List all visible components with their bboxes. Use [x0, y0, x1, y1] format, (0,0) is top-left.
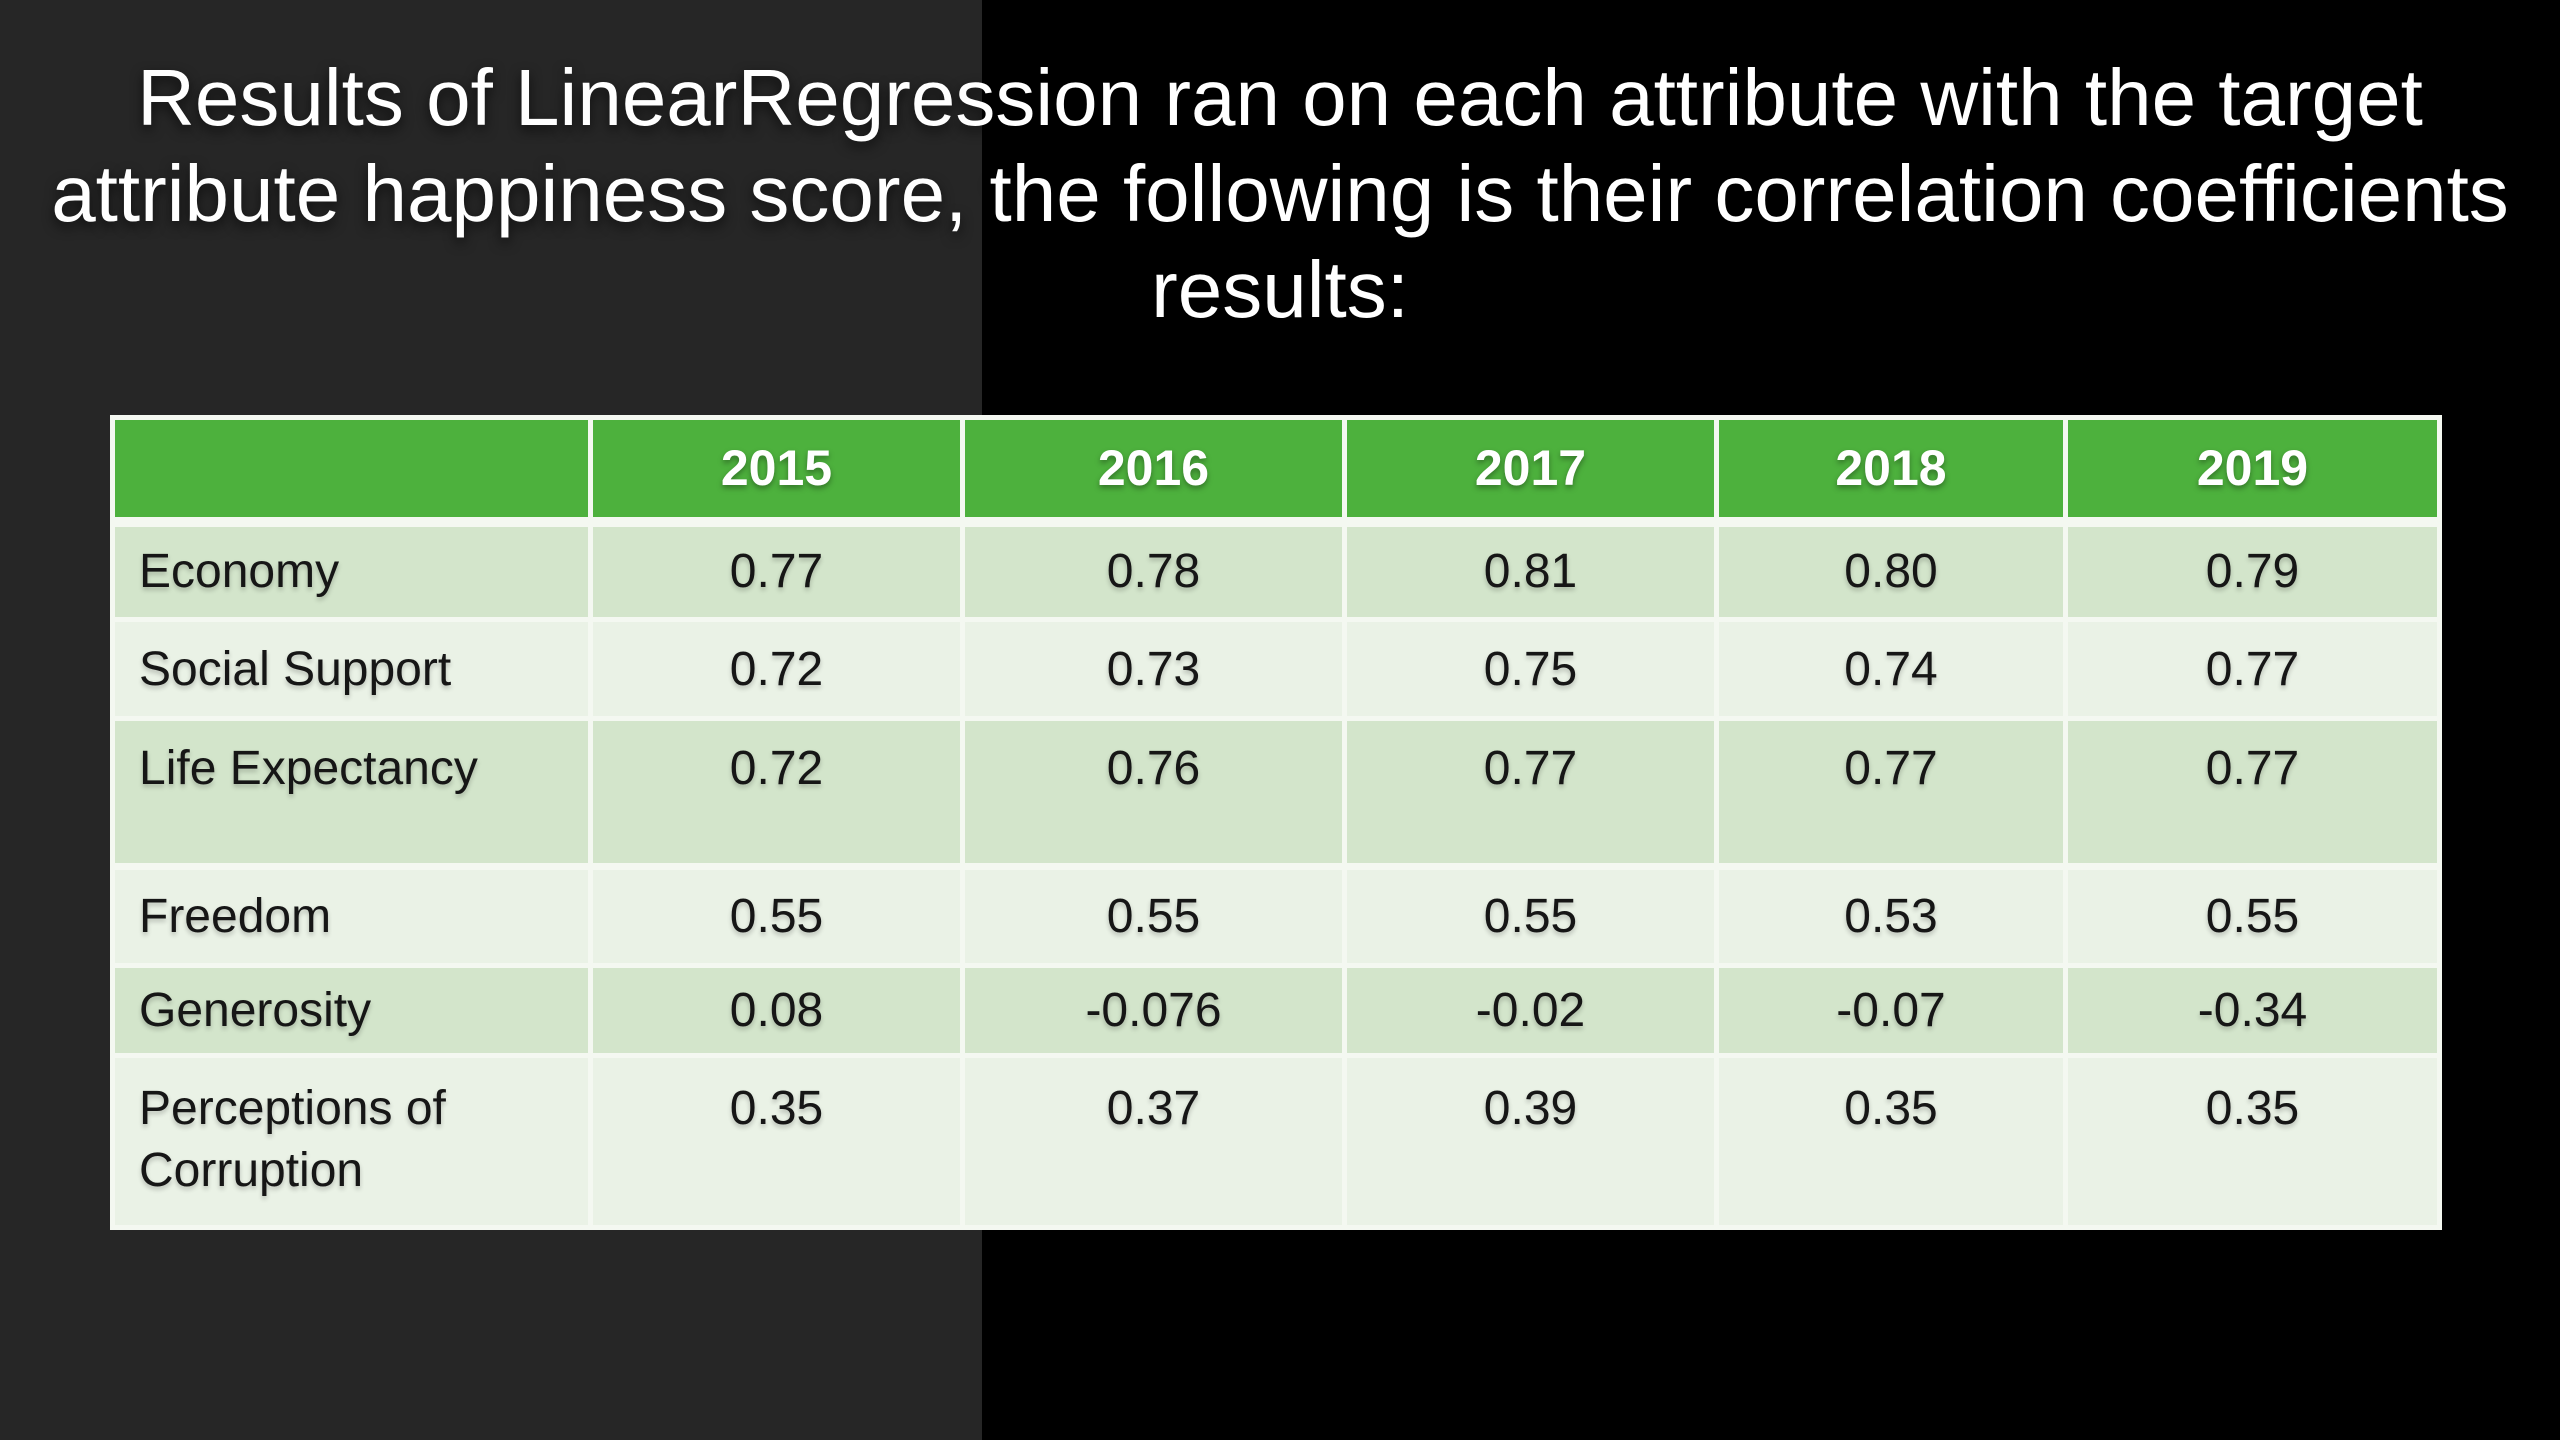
- row-label-cell: Economy: [110, 519, 593, 622]
- corner-header-cell: [110, 415, 593, 527]
- value-cell: 0.77: [1714, 716, 2068, 870]
- table-header-row: 2015 2016 2017 2018 2019: [110, 415, 2442, 527]
- value-cell: 0.39: [1342, 1053, 1719, 1230]
- value-cell: 0.77: [1342, 716, 1719, 870]
- value-cell: -0.34: [2063, 963, 2442, 1058]
- value-cell: 0.76: [960, 716, 1347, 870]
- row-label-cell: Perceptions of Corruption: [110, 1053, 593, 1230]
- value-cell: 0.74: [1714, 617, 2068, 721]
- value-cell: 0.78: [960, 519, 1347, 622]
- value-cell: 0.55: [960, 864, 1347, 968]
- value-cell: 0.72: [588, 617, 965, 721]
- correlation-table: 2015 2016 2017 2018 2019 Economy 0.77 0.…: [110, 415, 2442, 1230]
- slide-title-line-2: attribute happiness score, the following…: [51, 149, 2509, 238]
- row-label-cell: Generosity: [110, 963, 593, 1058]
- value-cell: 0.79: [2063, 519, 2442, 622]
- slide-title: Results of LinearRegression ran on each …: [30, 50, 2530, 338]
- value-cell: 0.75: [1342, 617, 1719, 721]
- year-header-2016: 2016: [960, 415, 1347, 527]
- value-cell: 0.55: [588, 864, 965, 968]
- value-cell: 0.77: [588, 519, 965, 622]
- value-cell: 0.73: [960, 617, 1347, 721]
- value-cell: 0.81: [1342, 519, 1719, 622]
- value-cell: 0.80: [1714, 519, 2068, 622]
- year-header-2019: 2019: [2063, 415, 2442, 527]
- value-cell: 0.35: [2063, 1053, 2442, 1230]
- table-row-economy: Economy 0.77 0.78 0.81 0.80 0.79: [110, 519, 2442, 622]
- value-cell: 0.72: [588, 716, 965, 870]
- value-cell: -0.076: [960, 963, 1347, 1058]
- value-cell: 0.53: [1714, 864, 2068, 968]
- year-header-2017: 2017: [1342, 415, 1719, 527]
- value-cell: -0.02: [1342, 963, 1719, 1058]
- row-label-cell: Freedom: [110, 864, 593, 968]
- table-row-perceptions-of-corruption: Perceptions of Corruption 0.35 0.37 0.39…: [110, 1053, 2442, 1230]
- value-cell: 0.55: [1342, 864, 1719, 968]
- table-row-life-expectancy: Life Expectancy 0.72 0.76 0.77 0.77 0.77: [110, 716, 2442, 870]
- value-cell: 0.35: [1714, 1053, 2068, 1230]
- value-cell: 0.55: [2063, 864, 2442, 968]
- table-row-social-support: Social Support 0.72 0.73 0.75 0.74 0.77: [110, 617, 2442, 721]
- year-header-2018: 2018: [1714, 415, 2068, 527]
- slide-title-line-1: Results of LinearRegression ran on each …: [137, 53, 2423, 142]
- table-row-generosity: Generosity 0.08 -0.076 -0.02 -0.07 -0.34: [110, 963, 2442, 1058]
- value-cell: 0.35: [588, 1053, 965, 1230]
- value-cell: 0.77: [2063, 617, 2442, 721]
- row-label-cell: Social Support: [110, 617, 593, 721]
- slide-title-line-3: results:: [1151, 245, 1409, 334]
- table-row-freedom: Freedom 0.55 0.55 0.55 0.53 0.55: [110, 864, 2442, 968]
- value-cell: -0.07: [1714, 963, 2068, 1058]
- value-cell: 0.77: [2063, 716, 2442, 870]
- row-label-cell: Life Expectancy: [110, 716, 593, 870]
- value-cell: 0.37: [960, 1053, 1347, 1230]
- value-cell: 0.08: [588, 963, 965, 1058]
- year-header-2015: 2015: [588, 415, 965, 527]
